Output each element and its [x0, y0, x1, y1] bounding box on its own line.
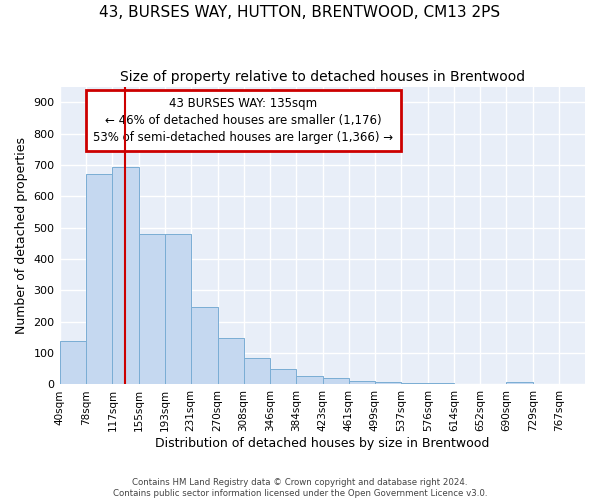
Text: 43, BURSES WAY, HUTTON, BRENTWOOD, CM13 2PS: 43, BURSES WAY, HUTTON, BRENTWOOD, CM13 …	[100, 5, 500, 20]
Bar	[296, 376, 323, 384]
Bar	[86, 174, 112, 384]
Bar	[270, 369, 296, 384]
Bar	[139, 234, 164, 384]
Bar	[59, 340, 86, 384]
Bar	[349, 382, 375, 384]
Bar	[164, 234, 191, 384]
Bar	[244, 358, 270, 384]
Bar	[218, 338, 244, 384]
Bar	[112, 166, 139, 384]
Bar	[401, 383, 428, 384]
Text: Contains HM Land Registry data © Crown copyright and database right 2024.
Contai: Contains HM Land Registry data © Crown c…	[113, 478, 487, 498]
Text: 43 BURSES WAY: 135sqm
← 46% of detached houses are smaller (1,176)
53% of semi-d: 43 BURSES WAY: 135sqm ← 46% of detached …	[94, 97, 394, 144]
Bar	[506, 382, 533, 384]
Bar	[375, 382, 401, 384]
Y-axis label: Number of detached properties: Number of detached properties	[15, 137, 28, 334]
Bar	[323, 378, 349, 384]
Bar	[428, 383, 454, 384]
X-axis label: Distribution of detached houses by size in Brentwood: Distribution of detached houses by size …	[155, 437, 490, 450]
Title: Size of property relative to detached houses in Brentwood: Size of property relative to detached ho…	[120, 70, 525, 84]
Bar	[191, 306, 218, 384]
